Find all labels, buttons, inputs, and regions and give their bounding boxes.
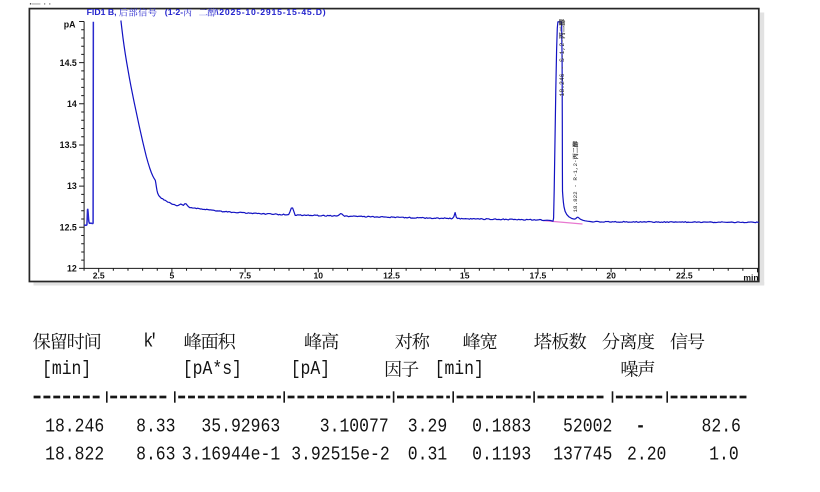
- svg-text:5: 5: [170, 271, 175, 281]
- svg-text:pA: pA: [64, 20, 76, 30]
- svg-text:min: min: [743, 273, 758, 283]
- svg-text:8.33: 8.33: [136, 417, 175, 439]
- svg-text:10: 10: [314, 271, 324, 281]
- svg-text:13.5: 13.5: [60, 140, 77, 150]
- svg-text:15: 15: [460, 271, 470, 281]
- svg-text:17.5: 17.5: [530, 271, 547, 281]
- svg-text:22.5: 22.5: [676, 271, 693, 281]
- svg-text:(1-2-: (1-2-: [165, 7, 183, 17]
- svg-text:13: 13: [67, 181, 77, 191]
- svg-text:12.5: 12.5: [383, 271, 400, 281]
- svg-text:0.1193: 0.1193: [472, 444, 531, 466]
- svg-text:2.5: 2.5: [93, 271, 105, 281]
- svg-text:3.92515e-2: 3.92515e-2: [291, 444, 389, 466]
- svg-text:3.29: 3.29: [408, 417, 447, 439]
- svg-text:14.5: 14.5: [60, 58, 77, 68]
- svg-text:35.92963: 35.92963: [201, 417, 280, 439]
- svg-text:FID1 B,: FID1 B,: [87, 7, 117, 17]
- svg-text:18.246: 18.246: [45, 417, 104, 439]
- svg-text:': ': [149, 331, 159, 353]
- svg-text:1.0: 1.0: [709, 444, 739, 466]
- svg-text:-: -: [636, 417, 646, 439]
- svg-text:[pA*s]: [pA*s]: [183, 359, 242, 381]
- svg-text:52002: 52002: [563, 417, 612, 439]
- svg-text:k: k: [143, 331, 153, 353]
- svg-text:12: 12: [67, 264, 77, 274]
- svg-text:0.31: 0.31: [408, 444, 447, 466]
- svg-text:18.822: 18.822: [45, 444, 104, 466]
- svg-text:3.16944e-1: 3.16944e-1: [182, 444, 280, 466]
- svg-text:20: 20: [606, 271, 616, 281]
- svg-text:3.10077: 3.10077: [320, 417, 389, 439]
- svg-text:137745: 137745: [553, 444, 612, 466]
- svg-text:82.6: 82.6: [702, 417, 741, 439]
- svg-text:\2025-10-2915-15-45.D): \2025-10-2915-15-45.D): [216, 7, 326, 17]
- svg-text:18.822 - R-1,2-: 18.822 - R-1,2-: [572, 159, 579, 212]
- svg-text:[min]: [min]: [42, 359, 91, 381]
- svg-text:18.246 - S-1,2-: 18.246 - S-1,2-: [559, 39, 566, 97]
- svg-text:2.20: 2.20: [627, 444, 666, 466]
- svg-text:8.63: 8.63: [136, 444, 175, 466]
- svg-text:12.5: 12.5: [60, 222, 77, 232]
- svg-text:7.5: 7.5: [239, 271, 251, 281]
- svg-text:0.1883: 0.1883: [472, 417, 531, 439]
- svg-text:14: 14: [67, 99, 77, 109]
- svg-text:[min]: [min]: [435, 359, 484, 381]
- svg-text:[pA]: [pA]: [291, 359, 330, 381]
